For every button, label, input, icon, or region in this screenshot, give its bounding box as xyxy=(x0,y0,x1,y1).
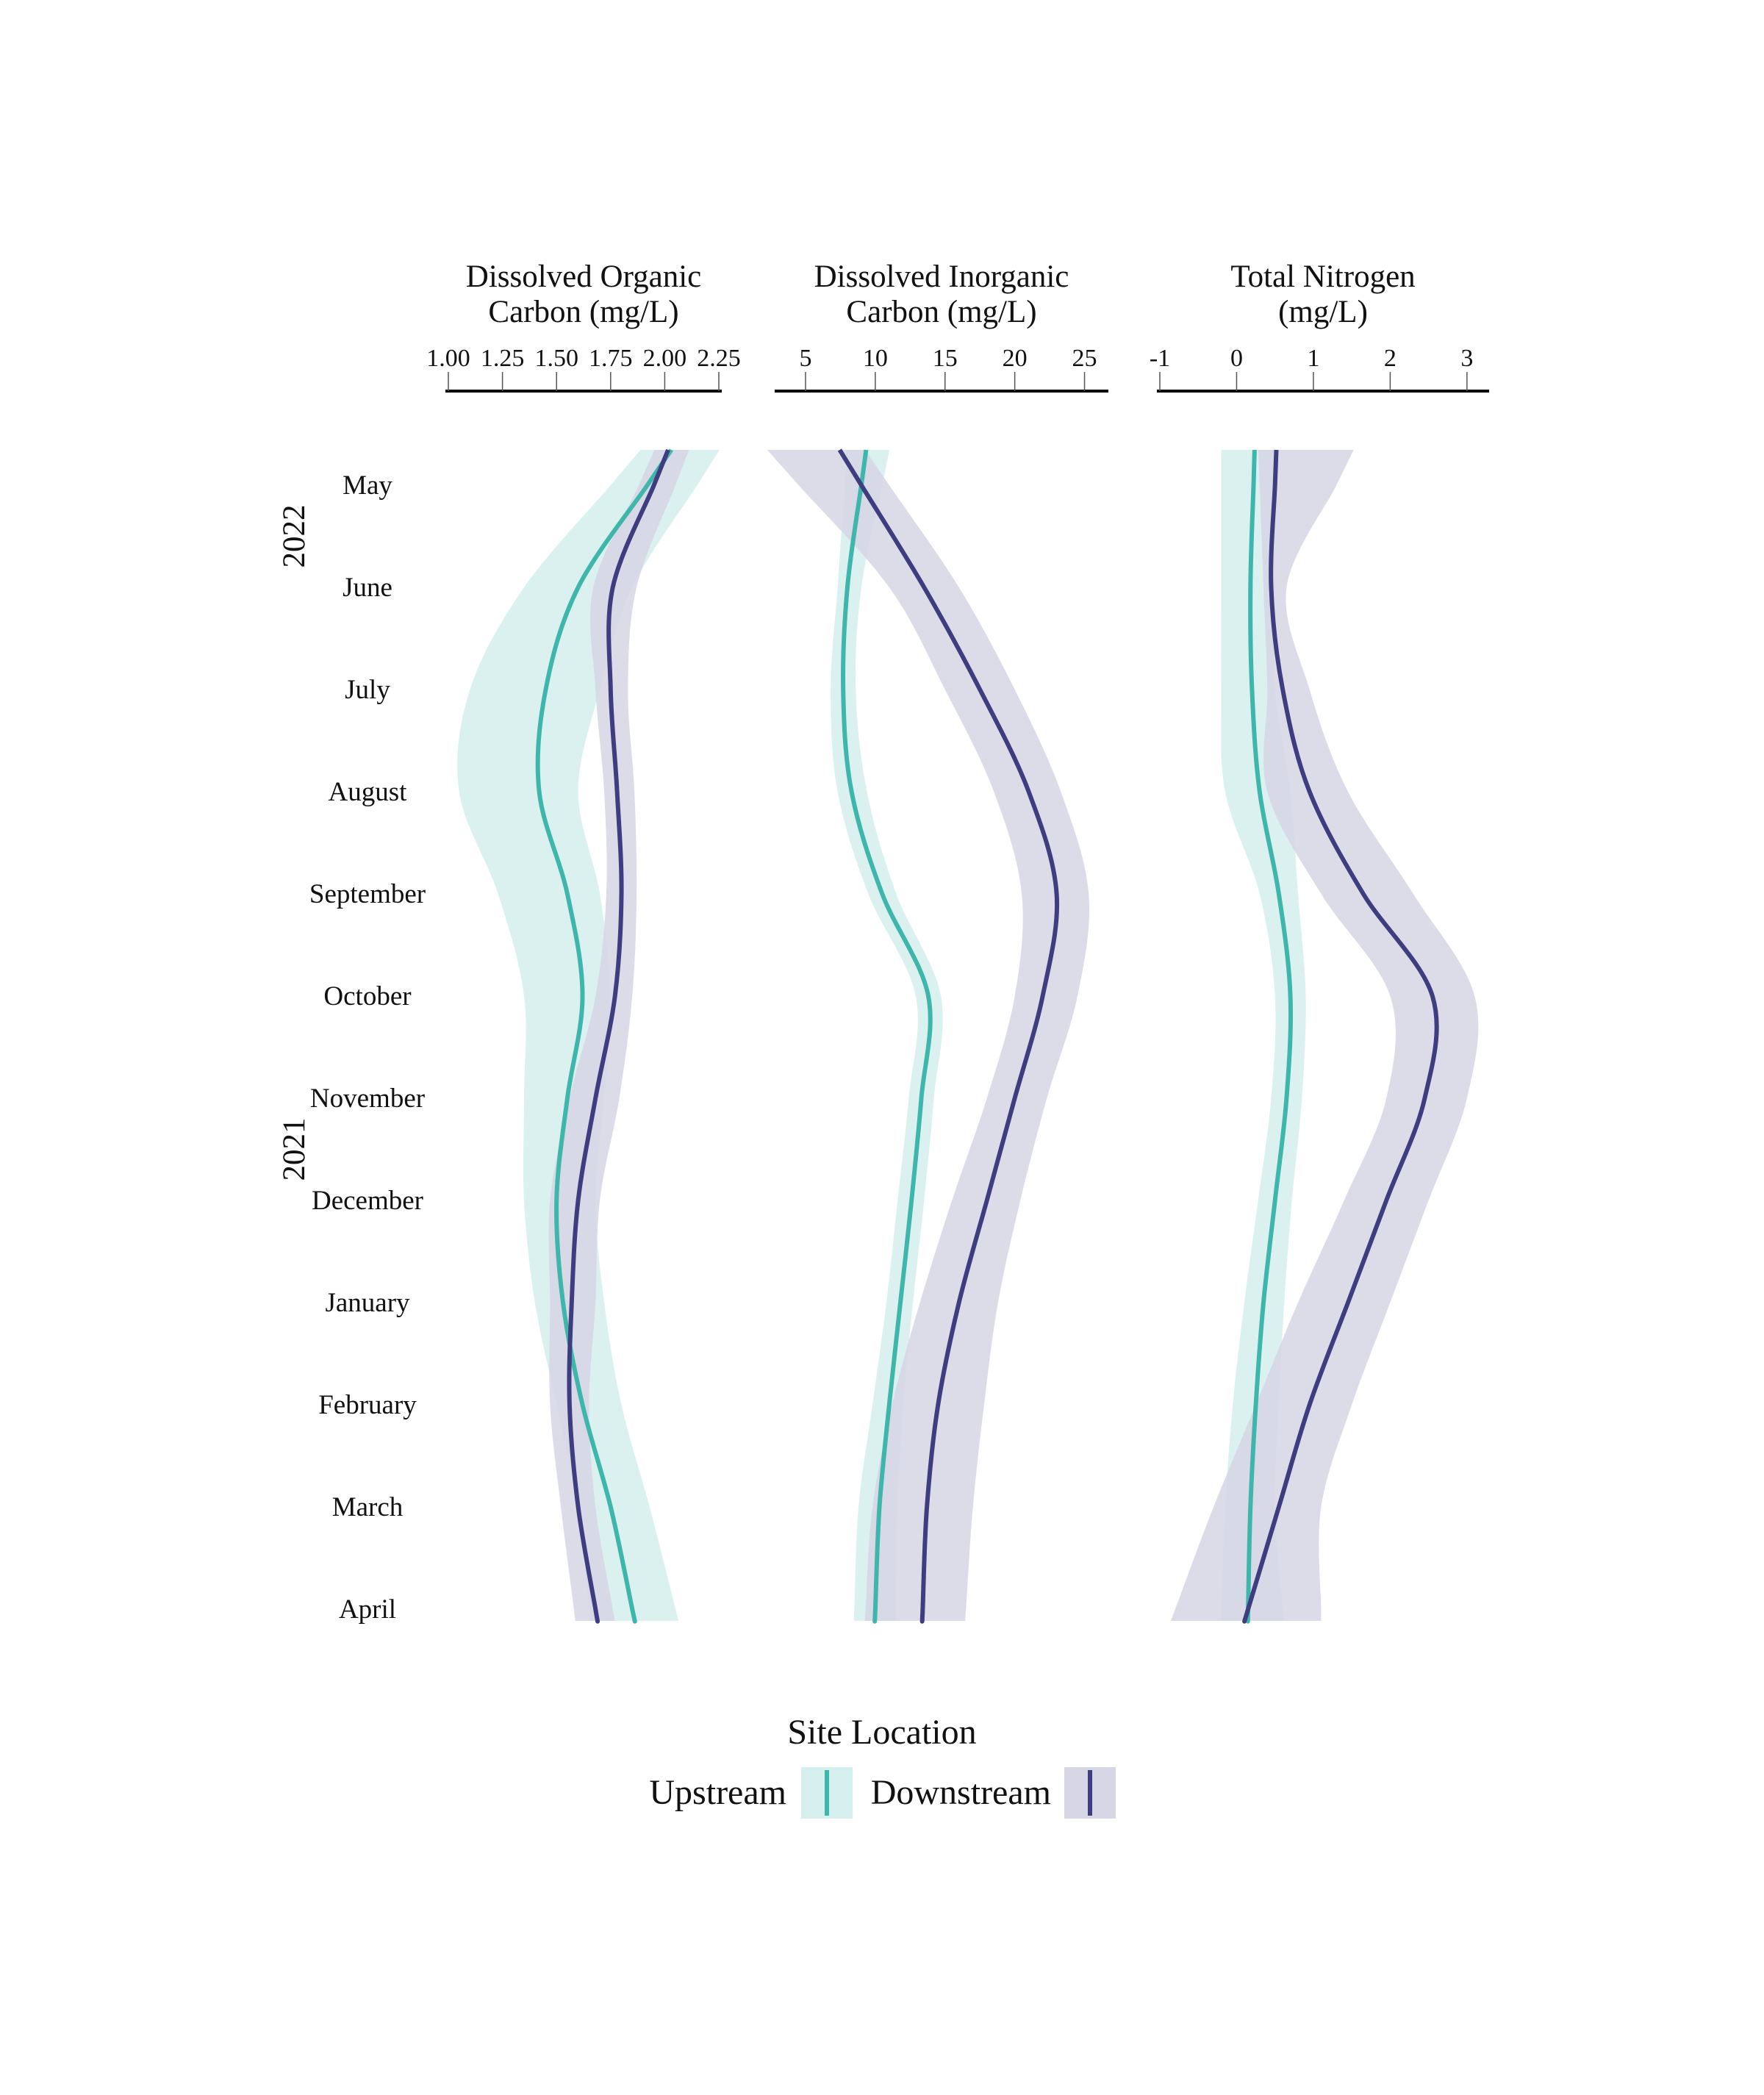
legend-title: Site Location xyxy=(787,1713,976,1752)
month-label: August xyxy=(329,777,408,807)
tick-label: 15 xyxy=(933,345,958,372)
month-label: November xyxy=(310,1084,425,1114)
line-downstream-doc xyxy=(567,448,670,1624)
tick-label: 3 xyxy=(1460,345,1473,372)
month-labels: May June July August September October Novembe… xyxy=(309,470,426,1625)
tick-label: -1 xyxy=(1150,345,1170,372)
month-label: December xyxy=(312,1186,423,1216)
month-label: October xyxy=(323,981,411,1011)
tick-label: 1.75 xyxy=(589,345,633,372)
band-downstream-tn xyxy=(1170,450,1479,1622)
band-downstream-doc xyxy=(548,450,689,1622)
panel-title-tn: Total Nitrogen xyxy=(1230,259,1415,294)
line-upstream-tn xyxy=(1245,449,1294,1624)
tick-label: 0 xyxy=(1230,345,1243,372)
tick-label: 25 xyxy=(1072,345,1097,372)
tick-label: 2.25 xyxy=(697,345,741,372)
band-upstream-tn xyxy=(1220,450,1306,1622)
month-label: July xyxy=(345,675,390,705)
tick-label: 10 xyxy=(863,345,888,372)
month-label: April xyxy=(339,1594,396,1625)
year-label: 2021 xyxy=(277,1118,312,1181)
tick-label: 1.00 xyxy=(426,345,470,372)
panel-title-dic: Carbon (mg/L) xyxy=(846,295,1036,329)
month-label: September xyxy=(309,879,426,909)
line-downstream-tn xyxy=(1242,449,1439,1624)
month-label: June xyxy=(343,573,392,603)
series-lines xyxy=(535,448,1439,1624)
line-upstream-doc xyxy=(535,448,673,1624)
tick-label: 20 xyxy=(1003,345,1028,372)
month-label: January xyxy=(325,1288,410,1318)
tick-label: 1.50 xyxy=(534,345,578,372)
tick-label: 1.25 xyxy=(481,345,525,372)
month-label: May xyxy=(343,470,392,501)
panel-title-doc: Dissolved Organic xyxy=(466,259,701,294)
line-downstream-dic xyxy=(837,448,1060,1624)
legend-label-downstream: Downstream xyxy=(871,1773,1051,1812)
tick-label: 1 xyxy=(1307,345,1319,372)
month-label: February xyxy=(318,1390,417,1420)
year-label: 2022 xyxy=(277,505,312,568)
tick-label: 2 xyxy=(1384,345,1396,372)
panel-title-doc: Carbon (mg/L) xyxy=(488,295,678,329)
panel-title-dic: Dissolved Inorganic xyxy=(814,259,1069,294)
legend-label-upstream: Upstream xyxy=(649,1773,786,1812)
panel-title-tn: (mg/L) xyxy=(1278,295,1368,329)
month-label: March xyxy=(332,1492,404,1522)
year-labels: 2022 2021 xyxy=(277,505,312,1181)
tick-label: 5 xyxy=(799,345,811,372)
band-upstream-dic xyxy=(831,450,943,1622)
line-upstream-dic xyxy=(841,449,933,1624)
tick-label: 2.00 xyxy=(643,345,687,372)
